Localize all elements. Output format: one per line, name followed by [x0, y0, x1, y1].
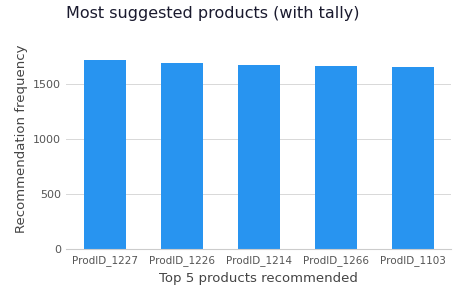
- Y-axis label: Recommendation frequency: Recommendation frequency: [15, 45, 28, 233]
- Text: Most suggested products (with tally): Most suggested products (with tally): [66, 6, 360, 21]
- Bar: [392, 67, 434, 249]
- Bar: [160, 63, 203, 249]
- X-axis label: Top 5 products recommended: Top 5 products recommended: [159, 272, 358, 285]
- Bar: [84, 60, 126, 249]
- Bar: [238, 65, 280, 249]
- Bar: [314, 66, 357, 249]
